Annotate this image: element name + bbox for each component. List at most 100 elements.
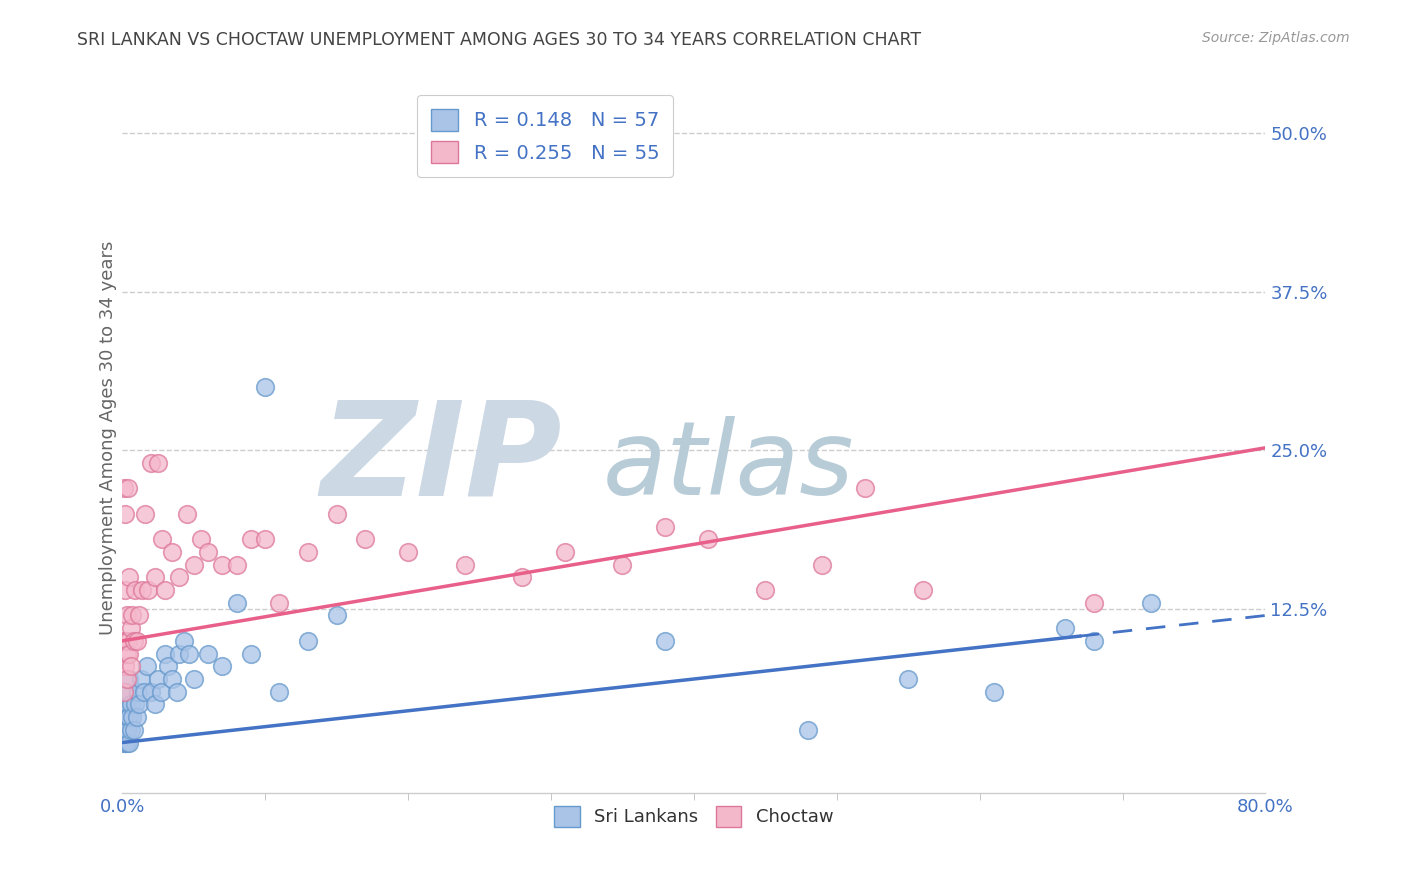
Point	[512, 570, 534, 584]
Point	[146, 672, 169, 686]
Point	[125, 633, 148, 648]
Point	[127, 684, 149, 698]
Point	[112, 684, 135, 698]
Point	[612, 558, 634, 572]
Point	[122, 633, 145, 648]
Point	[139, 456, 162, 470]
Point	[117, 723, 139, 737]
Point	[117, 482, 139, 496]
Point	[114, 723, 136, 737]
Point	[112, 633, 135, 648]
Point	[325, 608, 347, 623]
Legend: Sri Lankans, Choctaw: Sri Lankans, Choctaw	[547, 799, 841, 834]
Point	[166, 684, 188, 698]
Point	[120, 621, 142, 635]
Point	[128, 608, 150, 623]
Point	[115, 698, 138, 712]
Point	[121, 710, 143, 724]
Point	[190, 533, 212, 547]
Point	[254, 533, 277, 547]
Point	[173, 633, 195, 648]
Point	[115, 672, 138, 686]
Point	[269, 684, 291, 698]
Point	[183, 558, 205, 572]
Point	[150, 533, 173, 547]
Point	[853, 482, 876, 496]
Point	[129, 672, 152, 686]
Point	[162, 672, 184, 686]
Point	[911, 583, 934, 598]
Text: Source: ZipAtlas.com: Source: ZipAtlas.com	[1202, 31, 1350, 45]
Point	[114, 735, 136, 749]
Point	[125, 710, 148, 724]
Text: ZIP: ZIP	[321, 395, 562, 523]
Point	[115, 723, 138, 737]
Point	[114, 684, 136, 698]
Point	[354, 533, 377, 547]
Point	[139, 684, 162, 698]
Point	[254, 380, 277, 394]
Point	[112, 710, 135, 724]
Point	[197, 545, 219, 559]
Point	[136, 583, 159, 598]
Point	[153, 583, 176, 598]
Point	[115, 735, 138, 749]
Point	[124, 583, 146, 598]
Point	[211, 659, 233, 673]
Point	[114, 698, 136, 712]
Point	[143, 570, 166, 584]
Point	[115, 684, 138, 698]
Point	[983, 684, 1005, 698]
Point	[811, 558, 834, 572]
Point	[112, 482, 135, 496]
Point	[1054, 621, 1077, 635]
Point	[118, 735, 141, 749]
Point	[1083, 633, 1105, 648]
Point	[169, 647, 191, 661]
Point	[162, 545, 184, 559]
Point	[176, 507, 198, 521]
Point	[897, 672, 920, 686]
Point	[114, 507, 136, 521]
Point	[120, 723, 142, 737]
Point	[239, 533, 262, 547]
Point	[114, 659, 136, 673]
Point	[112, 735, 135, 749]
Point	[297, 545, 319, 559]
Point	[120, 659, 142, 673]
Point	[149, 684, 172, 698]
Point	[112, 698, 135, 712]
Point	[134, 507, 156, 521]
Point	[122, 723, 145, 737]
Point	[114, 633, 136, 648]
Point	[124, 698, 146, 712]
Point	[114, 710, 136, 724]
Point	[117, 633, 139, 648]
Point	[396, 545, 419, 559]
Point	[128, 698, 150, 712]
Point	[117, 684, 139, 698]
Point	[118, 570, 141, 584]
Point	[197, 647, 219, 661]
Point	[118, 672, 141, 686]
Point	[179, 647, 201, 661]
Point	[114, 583, 136, 598]
Point	[225, 596, 247, 610]
Point	[1140, 596, 1163, 610]
Point	[115, 608, 138, 623]
Point	[115, 647, 138, 661]
Text: atlas: atlas	[602, 416, 853, 516]
Point	[211, 558, 233, 572]
Point	[132, 684, 155, 698]
Point	[183, 672, 205, 686]
Point	[1083, 596, 1105, 610]
Point	[146, 456, 169, 470]
Point	[239, 647, 262, 661]
Point	[118, 647, 141, 661]
Point	[153, 647, 176, 661]
Point	[156, 659, 179, 673]
Point	[118, 710, 141, 724]
Point	[131, 583, 153, 598]
Y-axis label: Unemployment Among Ages 30 to 34 years: Unemployment Among Ages 30 to 34 years	[100, 241, 117, 635]
Point	[121, 608, 143, 623]
